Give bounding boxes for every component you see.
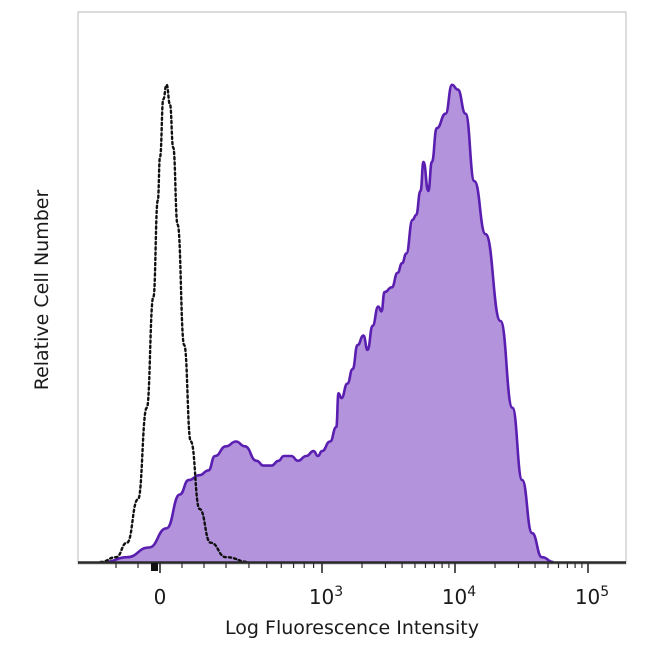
x-tick-label: 103 xyxy=(309,584,343,609)
x-tick-label: 104 xyxy=(442,584,476,609)
zero-marker xyxy=(151,563,158,571)
plot-frame xyxy=(77,11,627,565)
x-tick-label: 0 xyxy=(154,585,167,609)
stained-histogram-fill xyxy=(105,84,554,563)
y-axis-label: Relative Cell Number xyxy=(31,189,53,391)
x-axis-label: Log Fluorescence Intensity xyxy=(225,617,479,639)
stained-histogram-outline xyxy=(104,83,554,564)
x-tick-label: 105 xyxy=(575,584,609,609)
control-histogram-dotted xyxy=(99,83,251,564)
